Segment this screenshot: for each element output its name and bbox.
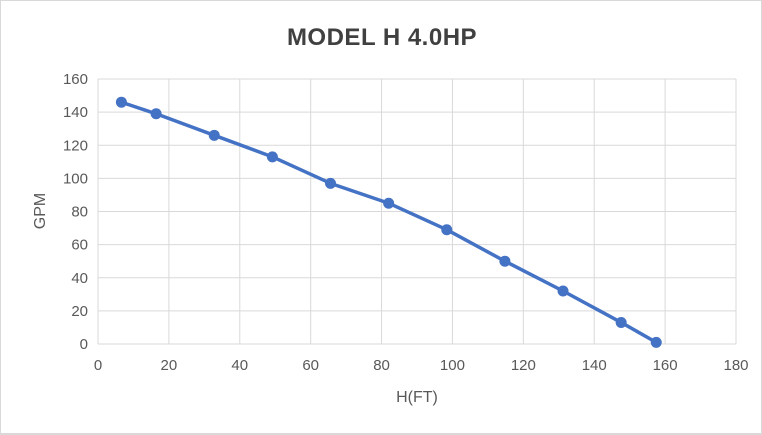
data-series [115, 96, 662, 348]
y-tick-label: 140 [63, 104, 88, 121]
y-axis-tick-labels: 0 20 40 60 80 100 120 140 160 [63, 71, 88, 353]
y-axis-title: GPM [32, 193, 49, 229]
x-tick-label: 40 [231, 357, 248, 374]
y-tick-label: 60 [71, 237, 88, 254]
series-point [650, 336, 662, 348]
x-tick-label: 60 [302, 357, 319, 374]
x-axis-tick-labels: 0 20 40 60 80 100 120 140 160 180 [94, 357, 749, 374]
x-tick-label: 100 [440, 357, 465, 374]
series-point [615, 316, 627, 328]
y-tick-label: 0 [80, 336, 88, 353]
x-tick-label: 140 [582, 357, 607, 374]
series-line [119, 100, 658, 345]
chart-title: MODEL H 4.0HP [287, 24, 477, 51]
y-tick-label: 80 [71, 204, 88, 221]
x-tick-label: 120 [511, 357, 536, 374]
series-point [325, 177, 337, 189]
x-tick-label: 180 [723, 357, 748, 374]
series-point [266, 151, 278, 163]
series-point [150, 108, 162, 120]
gridlines [97, 78, 737, 345]
x-tick-label: 160 [653, 357, 678, 374]
y-tick-label: 160 [63, 71, 88, 88]
series-point [557, 285, 569, 297]
series-point [383, 197, 395, 209]
x-axis-title: H(FT) [396, 389, 438, 406]
y-tick-label: 40 [71, 270, 88, 287]
x-tick-label: 80 [373, 357, 390, 374]
x-tick-label: 20 [161, 357, 178, 374]
y-tick-label: 20 [71, 303, 88, 320]
series-point [115, 96, 127, 108]
y-tick-label: 120 [63, 137, 88, 154]
series-point [208, 129, 220, 141]
series-point [499, 255, 511, 267]
y-tick-label: 100 [63, 170, 88, 187]
x-tick-label: 0 [94, 357, 102, 374]
series-point [441, 224, 453, 236]
